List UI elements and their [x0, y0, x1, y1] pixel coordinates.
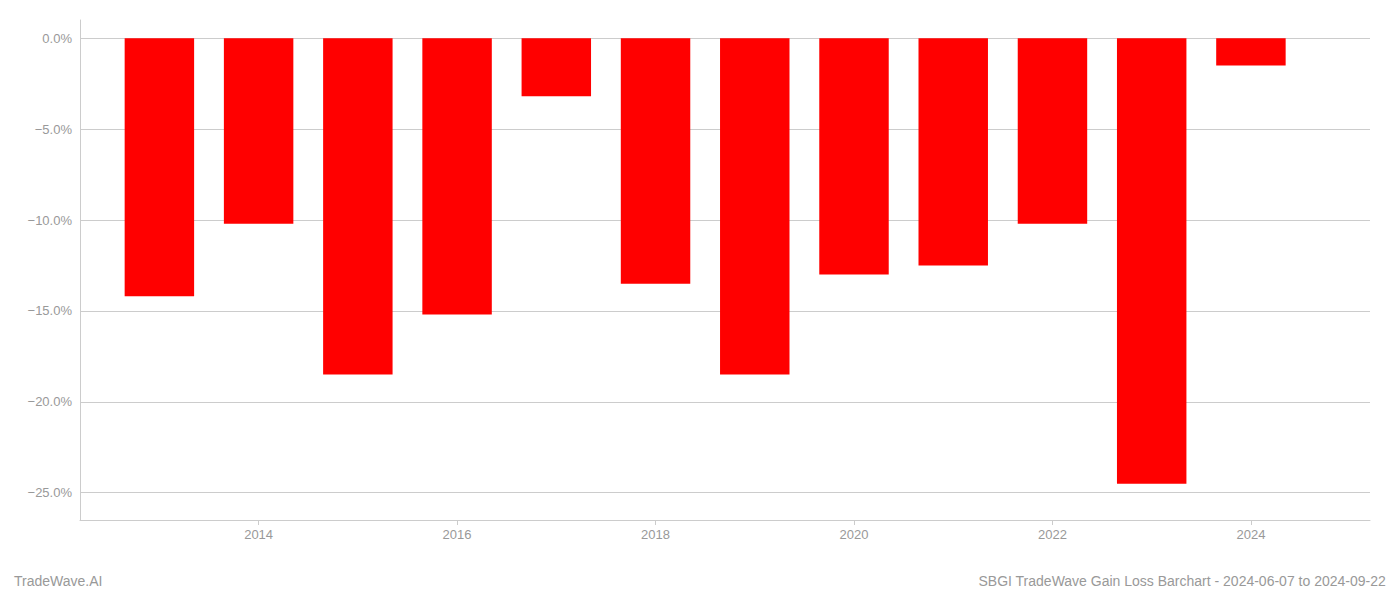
- svg-text:2024: 2024: [1236, 527, 1265, 542]
- svg-text:0.0%: 0.0%: [42, 31, 72, 46]
- svg-text:−5.0%: −5.0%: [35, 122, 73, 137]
- svg-text:2014: 2014: [244, 527, 273, 542]
- svg-text:2018: 2018: [641, 527, 670, 542]
- svg-text:SBGI TradeWave Gain Loss Barch: SBGI TradeWave Gain Loss Barchart - 2024…: [978, 573, 1385, 589]
- svg-text:2020: 2020: [840, 527, 869, 542]
- svg-text:−20.0%: −20.0%: [28, 394, 73, 409]
- svg-text:2016: 2016: [443, 527, 472, 542]
- svg-text:2022: 2022: [1038, 527, 1067, 542]
- svg-text:−10.0%: −10.0%: [28, 213, 73, 228]
- svg-text:−15.0%: −15.0%: [28, 303, 73, 318]
- svg-text:TradeWave.AI: TradeWave.AI: [14, 573, 102, 589]
- svg-text:−25.0%: −25.0%: [28, 485, 73, 500]
